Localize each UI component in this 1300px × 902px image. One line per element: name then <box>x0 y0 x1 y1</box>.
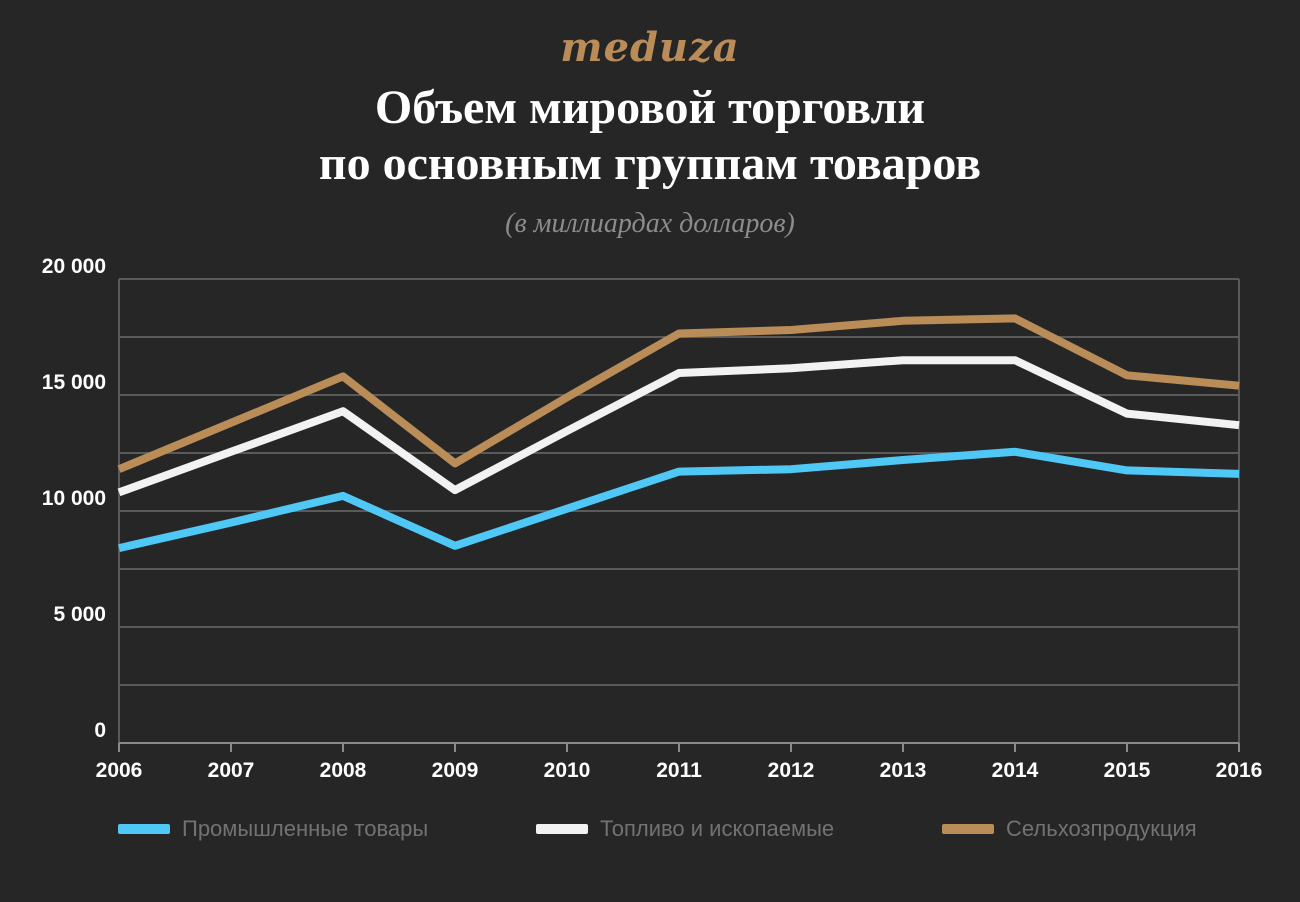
legend-item-agri: Сельхозпродукция <box>942 812 1197 846</box>
y-tick-label-15000: 15 000 <box>42 371 106 394</box>
chart-title-line-2: по основным группам товаров <box>318 137 982 190</box>
y-tick-label-10000: 10 000 <box>42 487 106 510</box>
legend-item-fuel: Топливо и ископаемые <box>536 812 834 846</box>
x-tick-label-2015: 2015 <box>1104 759 1151 782</box>
x-tick-label-2013: 2013 <box>880 759 927 782</box>
legend-swatch-fuel <box>536 824 588 834</box>
legend-label-industrial: Промышленные товары <box>182 816 429 841</box>
legend-label-agri: Сельхозпродукция <box>1006 816 1197 841</box>
legend-swatch-industrial <box>118 824 170 834</box>
x-tick-label-2016: 2016 <box>1216 759 1263 782</box>
x-tick-label-2012: 2012 <box>768 759 815 782</box>
legend-label-fuel: Топливо и ископаемые <box>600 816 835 841</box>
meduza-logo: meduza <box>560 24 740 71</box>
x-tick-label-2006: 2006 <box>96 759 143 782</box>
chart-title-line-1: Объем мировой торговли <box>374 81 926 134</box>
chart-title: Объем мировой торговли по основным групп… <box>0 80 1300 192</box>
x-tick-label-2010: 2010 <box>544 759 591 782</box>
legend: Промышленные товары Топливо и ископаемые… <box>0 812 1300 846</box>
series-line-1 <box>118 447 1240 553</box>
x-tick-label-2008: 2008 <box>320 759 367 782</box>
x-tick-label-2014: 2014 <box>992 759 1039 782</box>
y-tick-label-0: 0 <box>94 719 106 742</box>
series-line-2 <box>117 356 1240 497</box>
x-tick-label-2007: 2007 <box>208 759 255 782</box>
series-line-3 <box>117 314 1240 473</box>
x-tick-label-2011: 2011 <box>656 759 702 782</box>
line-chart: 2006 2007 2008 2009 2010 2011 2012 2013 2014 2015… <box>42 255 1263 782</box>
y-tick-label-5000: 5 000 <box>53 603 106 626</box>
x-tick-label-2009: 2009 <box>432 759 479 782</box>
legend-swatch-agri <box>942 824 994 834</box>
chart-subtitle: (в миллиардах долларов) <box>505 208 795 239</box>
legend-item-industrial: Промышленные товары <box>118 812 428 846</box>
y-tick-label-20000: 20 000 <box>42 255 106 278</box>
